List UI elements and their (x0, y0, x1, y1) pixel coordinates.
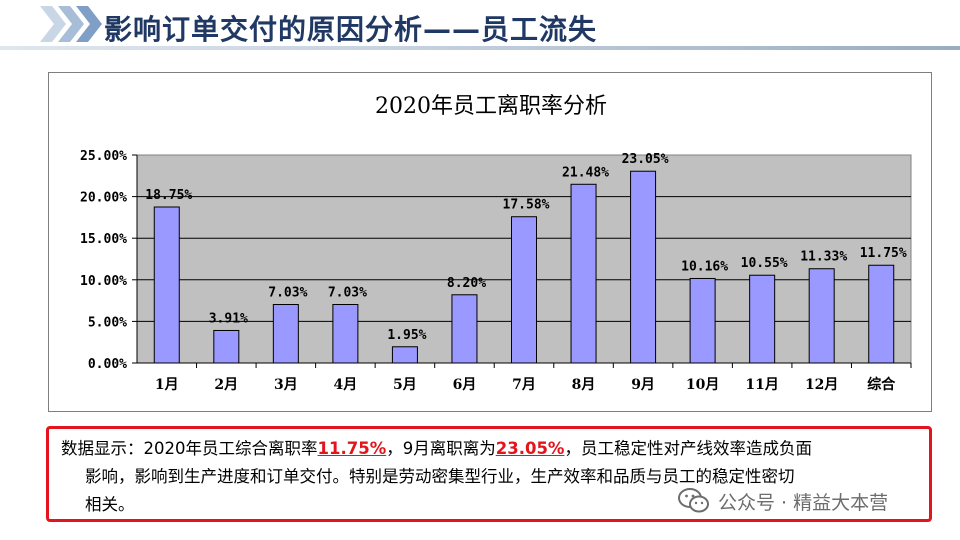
y-tick-label: 5.00% (88, 315, 127, 330)
x-tick-label: 5月 (393, 377, 417, 393)
data-label: 3.91% (209, 311, 248, 326)
data-label: 17.58% (503, 198, 550, 213)
y-tick-label: 25.00% (80, 149, 127, 164)
note-part2: ，9月离职离为 (386, 439, 496, 458)
x-tick-label: 11月 (745, 377, 778, 393)
data-label: 21.48% (562, 165, 609, 180)
bar (213, 329, 240, 364)
data-label: 10.55% (741, 256, 788, 271)
data-label: 11.33% (800, 250, 847, 265)
x-tick-label: 3月 (274, 377, 298, 393)
chart-title: 2020年员工离职率分析 (375, 94, 607, 119)
note-line3: 相关。 (85, 495, 135, 514)
x-tick-label: 2月 (214, 377, 238, 393)
bar (272, 304, 299, 364)
bar (868, 264, 895, 364)
bar (749, 274, 776, 364)
note-part1: 数据显示：2020年员工综合离职率 (61, 439, 318, 458)
note-line1: 数据显示：2020年员工综合离职率11.75%，9月离职离为23.05%，员工稳… (61, 439, 812, 458)
x-tick-label: 7月 (512, 377, 536, 393)
x-tick-label: 6月 (453, 377, 477, 393)
x-tick-label: 4月 (334, 377, 358, 393)
chart-container: 2020年员工离职率分析 18.75% 3.91% 7.03% 7.03% 1.95% 8… (48, 72, 932, 412)
wechat-icon (678, 488, 709, 513)
data-label: 10.16% (681, 259, 728, 274)
data-label: 11.75% (860, 246, 907, 261)
data-label: 23.05% (622, 152, 669, 167)
x-tick-label: 10月 (686, 377, 719, 393)
watermark: 公众号 · 精益大本营 (678, 486, 888, 516)
x-tick-label: 8月 (572, 377, 596, 393)
header: 影响订单交付的原因分析——员工流失 (0, 0, 960, 52)
bar (332, 304, 359, 364)
x-tick-label: 综合 (867, 376, 896, 393)
x-tick-label: 12月 (805, 377, 838, 393)
data-label: 8.20% (447, 276, 486, 291)
bar (630, 170, 657, 364)
y-tick-label: 15.00% (80, 232, 127, 247)
bar (510, 216, 538, 364)
bar (689, 277, 716, 364)
page-title: 影响订单交付的原因分析——员工流失 (104, 13, 598, 46)
watermark-text: 公众号 · 精益大本营 (718, 491, 889, 514)
x-tick-label: 9月 (631, 377, 655, 393)
chevron-right-icon (40, 6, 66, 42)
data-label: 7.03% (268, 286, 307, 301)
data-label: 18.75% (145, 188, 192, 203)
bar (451, 294, 478, 364)
y-tick-label: 0.00% (88, 357, 127, 372)
chevron-right-icon (76, 6, 102, 42)
highlight-september-rate: 23.05% (495, 439, 565, 458)
data-label: 1.95% (387, 328, 426, 343)
bar (391, 346, 418, 364)
header-divider (0, 46, 960, 50)
bar (153, 206, 180, 364)
bar (808, 268, 835, 364)
note-box: 数据显示：2020年员工综合离职率11.75%，9月离职离为23.05%，员工稳… (46, 426, 932, 522)
note-part3: ，员工稳定性对产线效率造成负面 (564, 439, 812, 458)
x-tick-label: 1月 (155, 377, 179, 393)
y-tick-label: 10.00% (80, 274, 127, 289)
data-label: 7.03% (328, 286, 367, 301)
highlight-overall-rate: 11.75% (317, 439, 387, 458)
bar-chart: 2020年员工离职率分析 18.75% 3.91% 7.03% 7.03% 1.95% 8… (80, 94, 912, 393)
chevron-right-icon (58, 6, 84, 42)
y-tick-label: 20.00% (80, 191, 127, 206)
note-line2: 影响，影响到生产进度和订单交付。特别是劳动密集型行业，生产效率和品质与员工的稳定… (85, 467, 795, 486)
bar (570, 183, 597, 364)
note-text: 数据显示：2020年员工综合离职率11.75%，9月离职离为23.05%，员工稳… (61, 435, 911, 519)
